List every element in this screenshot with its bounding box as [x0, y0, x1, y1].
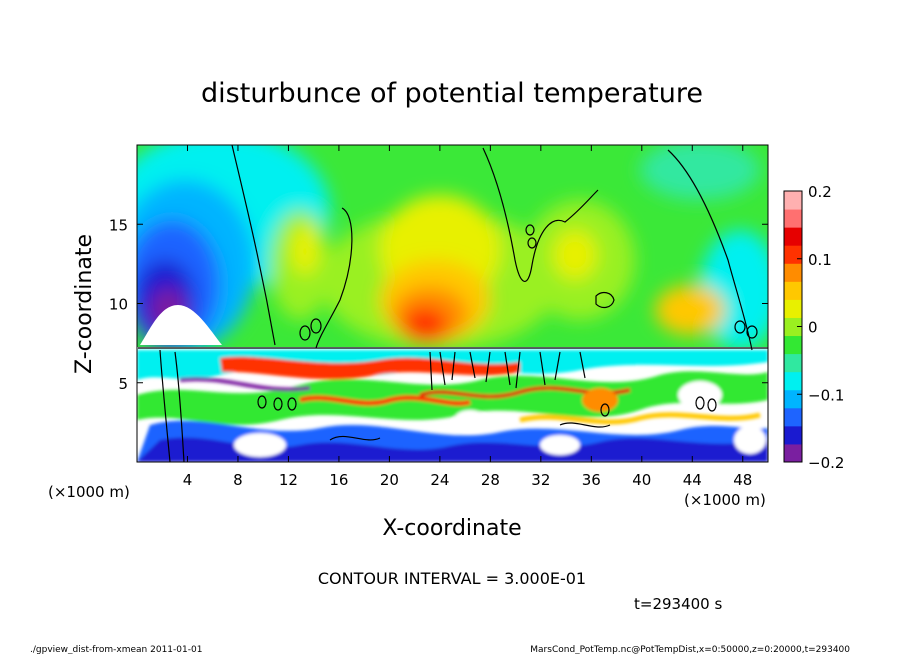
contour-interval-text: CONTOUR INTERVAL = 3.000E-01 [318, 569, 586, 588]
colorbar-band [784, 371, 802, 391]
colorbar-band [784, 443, 802, 463]
colorbar [784, 191, 802, 463]
x-tick-label: 24 [430, 471, 449, 489]
x-tick-label: 16 [329, 471, 348, 489]
footer-left: ./gpview_dist-from-xmean 2011-01-01 [30, 645, 202, 654]
colorbar-ticks: −0.2 −0.1 0 0.1 0.2 [797, 183, 844, 472]
x-axis-label: X-coordinate [382, 516, 521, 541]
colorbar-band [784, 245, 802, 264]
x-tick-label: 36 [582, 471, 601, 489]
colorbar-band [784, 353, 802, 373]
x-tick-label: 40 [632, 471, 651, 489]
colorbar-tick-label: 0 [808, 319, 818, 337]
colorbar-band [784, 317, 802, 337]
y-axis-ticks: 5 10 15 [109, 216, 768, 393]
x-tick-label: 48 [733, 471, 752, 489]
colorbar-band [784, 407, 802, 427]
chart-title: disturbunce of potential temperature [201, 78, 703, 109]
colorbar-band [784, 209, 802, 228]
colorbar-tick-label: 0.2 [808, 183, 832, 201]
colorbar-tick-label: 0.1 [808, 251, 832, 269]
colorbar-band [784, 425, 802, 445]
y-tick-label: 5 [118, 375, 128, 393]
colorbar-band [784, 299, 802, 318]
cold-anomaly-blob [140, 305, 222, 345]
plot-area [137, 145, 768, 462]
y-tick-label: 10 [109, 296, 128, 314]
x-tick-label: 20 [380, 471, 399, 489]
colorbar-band [784, 227, 802, 246]
x-tick-label: 12 [279, 471, 298, 489]
time-text: t=293400 s [634, 595, 722, 613]
y-unit-label: (×1000 m) [684, 491, 766, 509]
x-tick-label: 32 [531, 471, 550, 489]
contour-lines [138, 145, 768, 462]
colorbar-tick-label: −0.2 [808, 454, 844, 472]
x-unit-label: (×1000 m) [48, 483, 130, 501]
y-axis-label: Z-coordinate [72, 234, 97, 374]
colorbar-band [784, 263, 802, 282]
colorbar-band [784, 281, 802, 300]
x-tick-label: 8 [233, 471, 243, 489]
colorbar-tick-label: −0.1 [808, 386, 844, 404]
x-tick-label: 44 [683, 471, 702, 489]
y-tick-label: 15 [109, 216, 128, 234]
x-axis-ticks: 4 8 12 16 20 24 28 32 36 40 44 48 [183, 145, 752, 489]
footer-right: MarsCond_PotTemp.nc@PotTempDist,x=0:5000… [530, 645, 850, 654]
colorbar-band [784, 191, 802, 210]
lower-field [137, 350, 768, 462]
upper-field [137, 145, 768, 350]
colorbar-band [784, 389, 802, 409]
x-tick-label: 28 [481, 471, 500, 489]
colorbar-band [784, 335, 802, 355]
x-tick-label: 4 [183, 471, 193, 489]
